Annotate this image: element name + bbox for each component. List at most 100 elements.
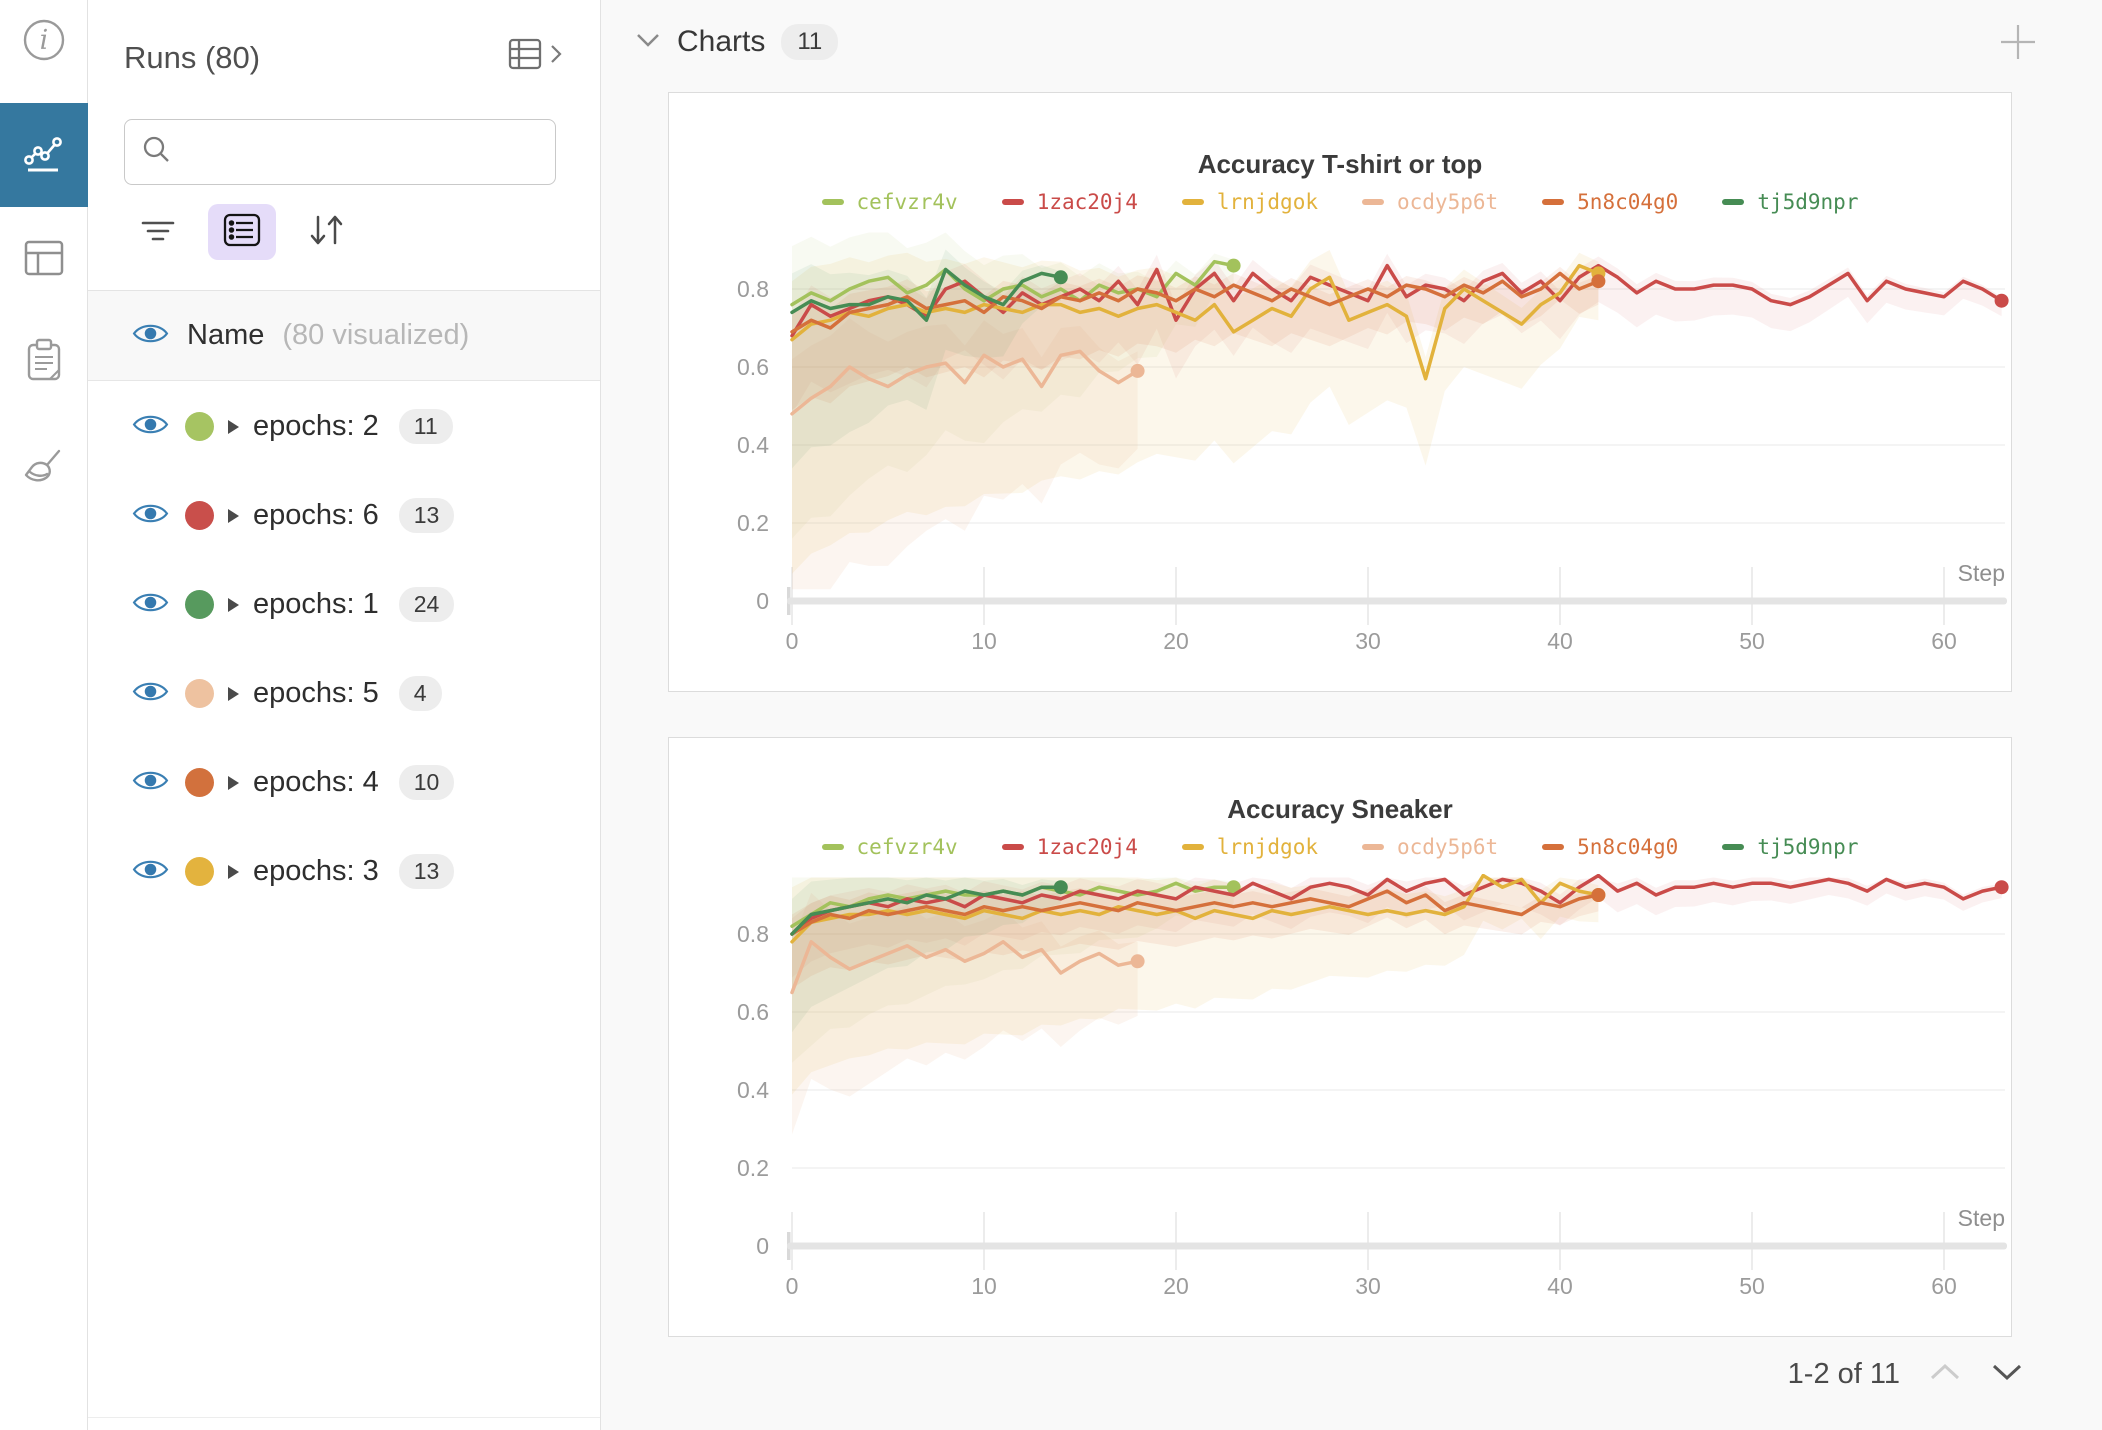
collapse-section-chevron[interactable] <box>635 31 661 54</box>
runs-search-input[interactable] <box>185 136 525 168</box>
y-tick-label: 0.4 <box>737 1077 769 1103</box>
add-panel-button[interactable] <box>1998 22 2038 67</box>
x-axis-label: Step <box>1958 560 2005 586</box>
y-tick-label: 0.6 <box>737 354 769 380</box>
list-icon <box>223 213 261 252</box>
expand-caret-icon[interactable] <box>228 686 239 701</box>
info-button[interactable]: i <box>0 0 88 80</box>
y-tick-label: 0.8 <box>737 276 769 302</box>
y-tick-label: 0.6 <box>737 999 769 1025</box>
legend-item[interactable]: tj5d9npr <box>1722 835 1858 859</box>
visibility-eye-icon[interactable] <box>132 589 169 621</box>
series-line[interactable] <box>790 940 1140 995</box>
legend-label: tj5d9npr <box>1757 835 1859 859</box>
sort-button[interactable] <box>308 209 346 256</box>
legend-label: ocdy5p6t <box>1397 835 1499 859</box>
x-tick-label: 0 <box>786 1273 799 1299</box>
x-tick-label: 50 <box>1739 1273 1765 1299</box>
legend-item[interactable]: 1zac20j4 <box>1001 835 1138 859</box>
legend-item[interactable]: lrnjdgok <box>1181 190 1318 214</box>
series-line[interactable] <box>790 874 1601 944</box>
legend-item[interactable]: 5n8c04g0 <box>1542 835 1678 859</box>
run-group-label: epochs: 2 <box>253 410 379 442</box>
page-down-chevron[interactable] <box>1990 1361 2024 1388</box>
visualized-count-label: (80 visualized) <box>282 319 470 351</box>
visibility-eye-icon[interactable] <box>132 678 169 710</box>
series-end-dot <box>1994 293 2009 308</box>
legend-item[interactable]: 1zac20j4 <box>1001 190 1138 214</box>
series-line[interactable] <box>790 267 1063 322</box>
legend-swatch <box>1362 199 1384 205</box>
pagination-label: 1-2 of 11 <box>1787 1358 1900 1390</box>
legend-item[interactable]: cefvzr4v <box>821 835 958 859</box>
visibility-eye-icon[interactable] <box>132 411 169 443</box>
run-group-row[interactable]: epochs: 3 13 <box>88 827 600 916</box>
expand-caret-icon[interactable] <box>228 419 239 434</box>
run-group-row[interactable]: epochs: 6 13 <box>88 471 600 560</box>
visibility-eye-icon[interactable] <box>132 856 169 888</box>
runs-search-box[interactable] <box>124 119 556 185</box>
series-line[interactable] <box>790 263 1601 381</box>
legend-item[interactable]: lrnjdgok <box>1181 835 1318 859</box>
run-group-row[interactable]: epochs: 4 10 <box>88 738 600 827</box>
divider <box>88 1417 600 1418</box>
run-count-badge: 13 <box>398 854 455 889</box>
run-group-row[interactable]: epochs: 1 24 <box>88 560 600 649</box>
runs-table-rail-button[interactable] <box>0 218 88 298</box>
run-count-badge: 11 <box>398 409 453 444</box>
sweeps-broom-button[interactable] <box>0 428 88 508</box>
group-list-button[interactable] <box>208 204 276 260</box>
y-tick-label: 0.4 <box>737 432 769 458</box>
visibility-eye-icon[interactable] <box>132 500 169 532</box>
legend-label: 5n8c04g0 <box>1577 190 1679 214</box>
svg-text:i: i <box>40 25 49 56</box>
chart-legend: cefvzr4v 1zac20j4 lrnjdgok ocdy5p6t 5n8c04g0… <box>669 189 2011 215</box>
legend-item[interactable]: tj5d9npr <box>1722 190 1858 214</box>
confidence-band <box>792 232 1234 539</box>
legend-swatch <box>1722 199 1745 205</box>
expand-caret-icon[interactable] <box>228 775 239 790</box>
expand-caret-icon[interactable] <box>228 508 239 523</box>
legend-swatch <box>1181 844 1204 850</box>
confidence-band <box>792 318 1138 590</box>
legend-item[interactable]: 5n8c04g0 <box>1542 190 1678 214</box>
confidence-band <box>792 877 1599 1095</box>
runs-name-header-row[interactable]: Name (80 visualized) <box>88 291 600 381</box>
expand-caret-icon[interactable] <box>228 864 239 879</box>
legend-item[interactable]: ocdy5p6t <box>1362 190 1498 214</box>
run-color-dot <box>185 590 214 619</box>
visibility-eye-icon[interactable] <box>132 767 169 799</box>
chart-plot-area[interactable]: 0 10 20 30 40 50 60 0 0.2 0.4 0.6 0.8 Step <box>669 229 2011 684</box>
series-line[interactable] <box>790 889 1601 936</box>
x-tick-label: 60 <box>1931 1273 1957 1299</box>
run-group-row[interactable]: epochs: 5 4 <box>88 649 600 738</box>
x-tick-label: 50 <box>1739 628 1765 654</box>
notes-button[interactable] <box>0 320 88 400</box>
legend-item[interactable]: ocdy5p6t <box>1362 835 1498 859</box>
expand-runs-table-button[interactable] <box>508 38 564 75</box>
series-line[interactable] <box>790 349 1140 416</box>
run-group-row[interactable]: epochs: 2 11 <box>88 382 600 471</box>
run-count-badge: 13 <box>398 498 455 533</box>
legend-item[interactable]: cefvzr4v <box>821 190 958 214</box>
run-color-dot <box>185 857 214 886</box>
expand-caret-icon[interactable] <box>228 597 239 612</box>
charts-workspace: Charts 11 Accuracy T-shirt or top cefvzr… <box>601 0 2102 1430</box>
chart-panel[interactable]: Accuracy Sneaker cefvzr4v 1zac20j4 lrnjdgo… <box>668 737 2012 1337</box>
run-count-badge: 24 <box>398 587 455 622</box>
panel-pagination: 1-2 of 11 <box>1788 1358 2024 1391</box>
legend-label: lrnjdgok <box>1216 190 1318 214</box>
visibility-eye-icon[interactable] <box>132 320 169 352</box>
legend-label: tj5d9npr <box>1757 190 1859 214</box>
workspace-charts-button[interactable] <box>0 103 88 207</box>
run-count-badge: 4 <box>398 676 442 711</box>
series-line[interactable] <box>790 885 1063 936</box>
series-line[interactable] <box>790 271 1601 334</box>
series-line[interactable] <box>790 874 2004 936</box>
chart-panel[interactable]: Accuracy T-shirt or top cefvzr4v 1zac20j4… <box>668 92 2012 692</box>
filter-button[interactable] <box>140 214 176 251</box>
run-group-label: epochs: 5 <box>253 677 379 709</box>
page-up-chevron[interactable] <box>1928 1361 1962 1388</box>
x-tick-label: 40 <box>1547 628 1573 654</box>
chart-plot-area[interactable]: 0 10 20 30 40 50 60 0 0.2 0.4 0.6 0.8 Step <box>669 874 2011 1329</box>
